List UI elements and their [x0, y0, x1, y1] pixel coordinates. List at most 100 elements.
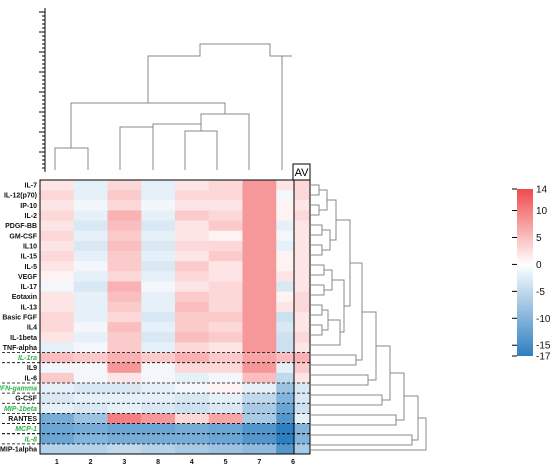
heatmap-cell	[141, 352, 176, 364]
colorbar-tick-label: 10	[536, 206, 548, 217]
heatmap-cell	[242, 261, 277, 272]
heatmap-cell	[208, 261, 243, 272]
heatmap-cell	[276, 403, 311, 414]
heatmap-cell	[40, 443, 75, 455]
heatmap-cell	[73, 332, 108, 343]
heatmap-cell	[242, 190, 277, 201]
heatmap-cell	[294, 261, 311, 272]
heatmap-cell	[73, 403, 108, 414]
heatmap-cell	[40, 393, 75, 404]
heatmap-cell	[276, 281, 311, 293]
heatmap-cell	[107, 403, 142, 414]
heatmap-cell	[208, 352, 243, 364]
heatmap-cell	[242, 271, 277, 282]
heatmap-cell	[40, 210, 75, 221]
heatmap-cell	[294, 393, 311, 404]
heatmap-cell	[107, 433, 142, 445]
heatmap-cell	[107, 382, 142, 394]
colorbar-tick-label: 0	[536, 260, 542, 271]
heatmap-cell	[276, 291, 311, 303]
heatmap-cell	[276, 251, 311, 262]
heatmap-cell	[107, 210, 142, 221]
heatmap-cell	[73, 271, 108, 282]
column-label: 4	[190, 459, 194, 466]
heatmap-cell	[40, 352, 75, 364]
row-label: GM-CSF	[9, 233, 37, 240]
heatmap-cell	[40, 230, 75, 242]
heatmap-cell	[294, 382, 311, 394]
heatmap-cell	[175, 362, 210, 374]
heatmap-cell	[294, 190, 311, 201]
heatmap-cell	[141, 413, 176, 424]
heatmap-cell	[107, 240, 142, 252]
heatmap-cell	[73, 251, 108, 262]
colorbar-tick-label: 5	[536, 233, 542, 244]
heatmap-cell	[276, 332, 311, 343]
heatmap-cell	[73, 382, 108, 394]
heatmap-cell	[208, 443, 243, 455]
heatmap-cell	[141, 200, 176, 211]
colorbar-tick-label: -10	[536, 314, 550, 325]
heatmap-cell	[107, 230, 142, 242]
heatmap-cell	[276, 301, 311, 313]
row-label: MCP-1	[15, 426, 37, 433]
colorbar-tick-label: -17	[536, 352, 550, 363]
heatmap-cell	[40, 382, 75, 394]
heatmap-cell	[107, 352, 142, 364]
heatmap-cell	[242, 443, 277, 455]
heatmap-cell	[294, 281, 311, 293]
heatmap-cell	[141, 362, 176, 374]
heatmap-cell	[141, 332, 176, 343]
heatmap-cell	[73, 433, 108, 445]
heatmap-cell	[208, 190, 243, 201]
heatmap-cell	[208, 342, 243, 353]
heatmap-cell	[107, 220, 142, 232]
av-header-box	[292, 163, 311, 181]
heatmap-frame	[39, 179, 311, 455]
heatmap-cell	[141, 301, 176, 313]
heatmap-cell	[294, 200, 311, 211]
heatmap-cell	[73, 352, 108, 364]
heatmap-cell	[107, 271, 142, 282]
heatmap-cell	[175, 332, 210, 343]
heatmap-cell	[73, 443, 108, 455]
heatmap-cell	[276, 230, 311, 242]
heatmap-cell	[40, 220, 75, 232]
heatmap-cell	[294, 433, 311, 445]
heatmap-cell	[294, 240, 311, 252]
heatmap-cell	[73, 200, 108, 211]
row-label: Basic FGF	[2, 315, 37, 322]
row-label: IL-6	[25, 375, 38, 382]
heatmap-cell	[242, 251, 277, 262]
heatmap-cell	[40, 311, 75, 323]
column-labels: 1 2 3 8 4 5 7 6	[55, 459, 295, 466]
heatmap-cell	[294, 311, 311, 323]
heatmap-cell	[40, 261, 75, 272]
heatmap-cell	[73, 413, 108, 424]
heatmap-cell	[141, 372, 176, 384]
heatmap-cell	[294, 423, 311, 435]
row-label: IL-7	[25, 183, 38, 190]
heatmap-cell	[242, 332, 277, 343]
heatmap-cell	[141, 271, 176, 282]
heatmap-cell	[276, 311, 311, 323]
heatmap-cell	[294, 251, 311, 262]
heatmap-cell	[40, 271, 75, 282]
heatmap-cell	[40, 403, 75, 414]
heatmap-cell	[242, 413, 277, 424]
heatmap-cell	[40, 342, 75, 353]
heatmap-cell	[107, 393, 142, 404]
column-label: 5	[224, 459, 228, 466]
heatmap-cell	[294, 291, 311, 303]
column-label: 3	[122, 459, 126, 466]
heatmap-cell	[175, 372, 210, 384]
heatmap-cell	[242, 403, 277, 414]
heatmap-cell	[208, 362, 243, 374]
heatmap-cell	[175, 322, 210, 333]
heatmap-cell	[73, 190, 108, 201]
heatmap-cell	[276, 352, 311, 364]
heatmap-cell	[294, 180, 311, 191]
heatmap-cell	[175, 261, 210, 272]
row-label: MIP-1alpha	[0, 446, 37, 453]
